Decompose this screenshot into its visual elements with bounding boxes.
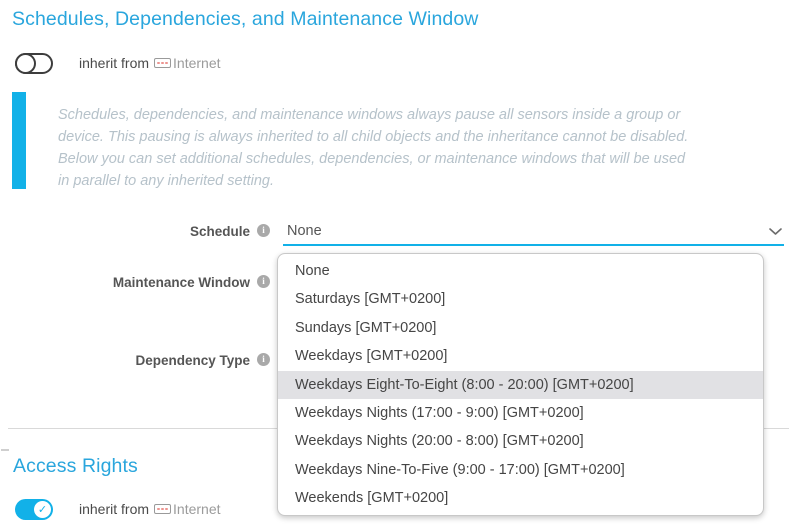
parent-object-link[interactable]: Internet (154, 55, 221, 71)
inherit-label: inherit from (79, 501, 150, 517)
schedule-select[interactable]: None (283, 220, 784, 246)
info-box-accent-bar (12, 92, 26, 189)
info-box-text: Schedules, dependencies, and maintenance… (58, 107, 689, 189)
schedules-section-title: Schedules, Dependencies, and Maintenance… (12, 8, 479, 30)
dropdown-option[interactable]: Weekdays Nine-To-Five (9:00 - 17:00) [GM… (295, 461, 625, 478)
device-icon (154, 504, 172, 514)
access-rights-section-title: Access Rights (13, 455, 138, 477)
toggle-knob (15, 52, 36, 74)
schedule-dropdown: None Saturdays [GMT+0200] Sundays [GMT+020… (277, 253, 764, 516)
dropdown-option[interactable]: Sundays [GMT+0200] (295, 319, 437, 336)
info-icon[interactable]: i (257, 275, 270, 288)
maintenance-window-field-label: Maintenance Window (112, 275, 250, 290)
inherit-toggle-on[interactable]: ✓ (15, 498, 53, 520)
parent-object-name: Internet (173, 55, 221, 71)
inherit-toggle-off[interactable] (15, 52, 53, 74)
info-icon[interactable]: i (257, 224, 270, 237)
chevron-down-icon (769, 228, 782, 235)
schedule-field-label: Schedule (189, 224, 250, 239)
dependency-type-field-label: Dependency Type (135, 353, 250, 368)
inherit-row-access-rights: ✓ inherit from Internet (15, 498, 221, 520)
parent-object-link[interactable]: Internet (154, 501, 221, 517)
dropdown-option[interactable]: Weekdays Nights (17:00 - 9:00) [GMT+0200… (295, 404, 584, 421)
device-icon (154, 58, 172, 68)
dropdown-option[interactable]: Weekdays [GMT+0200] (295, 348, 448, 365)
check-icon: ✓ (34, 500, 51, 518)
dropdown-option[interactable]: Weekdays Eight-To-Eight (8:00 - 20:00) [… (278, 370, 763, 399)
parent-object-name: Internet (173, 501, 221, 517)
inherit-row-schedules: inherit from Internet (15, 52, 221, 74)
dropdown-option[interactable]: Weekdays Nights (20:00 - 8:00) [GMT+0200… (295, 433, 584, 450)
dropdown-option[interactable]: Weekends [GMT+0200] (295, 490, 449, 507)
schedule-select-value: None (287, 223, 322, 239)
dropdown-option[interactable]: None (295, 263, 330, 279)
inherit-label: inherit from (79, 55, 150, 71)
edge-tick (1, 449, 9, 451)
info-icon[interactable]: i (257, 353, 270, 366)
dropdown-option[interactable]: Saturdays [GMT+0200] (295, 291, 446, 308)
